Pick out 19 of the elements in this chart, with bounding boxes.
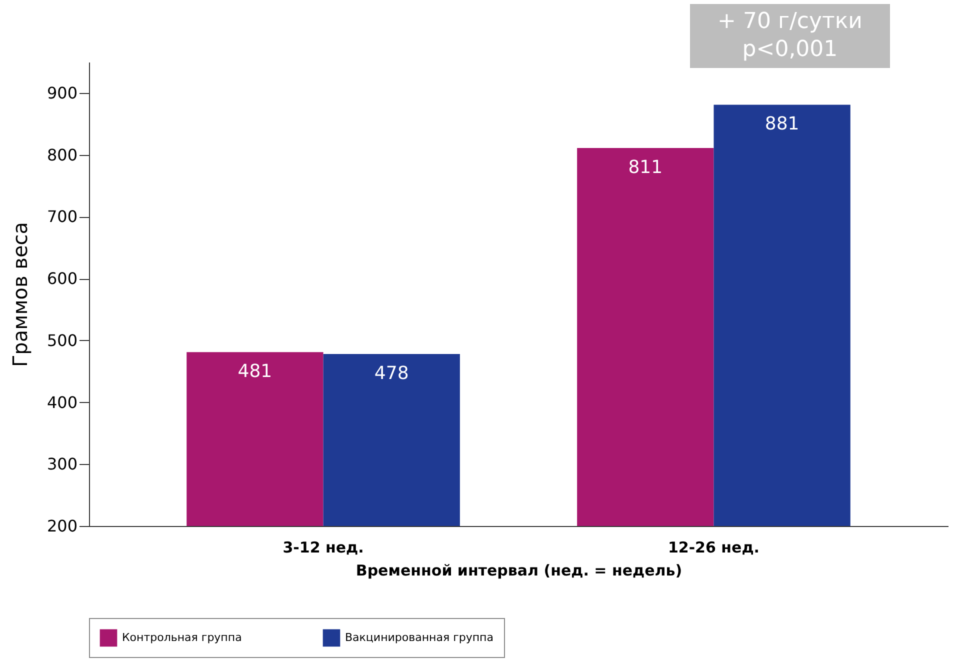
x-tick-label: 3-12 нед. (282, 538, 364, 556)
y-tick-label: 200 (46, 516, 78, 536)
data-label: 481 (238, 361, 272, 382)
data-label: 811 (628, 156, 663, 178)
x-tick-label: 12-26 нед. (668, 538, 760, 556)
y-tick-label: 900 (46, 83, 78, 102)
y-tick-label: 500 (46, 330, 78, 350)
y-axis-title: Граммов веса (8, 222, 32, 368)
y-tick-label: 800 (46, 145, 78, 164)
y-tick-label: 700 (46, 207, 78, 226)
x-axis-title: Временной интервал (нед. = недель) (356, 562, 682, 580)
y-tick-label: 600 (46, 269, 78, 288)
text: + 70 г/сутки p<0,001 (690, 4, 890, 68)
y-tick-label: 300 (46, 454, 78, 474)
data-label: 881 (764, 114, 800, 135)
data-label: 478 (374, 363, 409, 384)
legend-label: Вакцинированная группа (345, 630, 494, 644)
y-tick-label: 400 (46, 392, 78, 412)
legend-label: Контрольная группа (122, 630, 242, 644)
